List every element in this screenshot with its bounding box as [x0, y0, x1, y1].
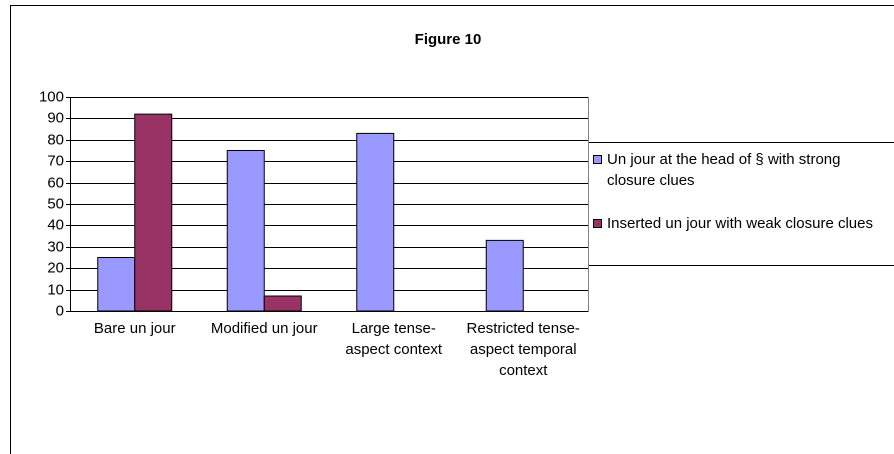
x-tick-label: Large tense-aspect context	[345, 320, 443, 358]
y-tick-label: 80	[47, 131, 64, 148]
legend-label: Un jour at the head of § with strong clos…	[607, 151, 840, 189]
bar	[97, 257, 136, 312]
legend-label: Inserted un jour with weak closure clues	[607, 215, 873, 232]
bar	[134, 113, 173, 312]
legend-box	[588, 142, 894, 266]
legend-swatch	[593, 219, 602, 228]
y-tick-label: 40	[47, 216, 64, 233]
y-tick-label: 70	[47, 152, 64, 169]
y-tick-label: 20	[47, 259, 64, 276]
chart-title: Figure 10	[415, 31, 482, 48]
y-tick-label: 50	[47, 195, 64, 212]
y-tick-label: 60	[47, 174, 64, 191]
y-tick-label: 0	[56, 302, 64, 319]
x-tick-label: Restricted tense-aspect temporal context	[467, 320, 580, 379]
y-tick-label: 90	[47, 109, 64, 126]
y-tick-label: 30	[47, 238, 64, 255]
y-tick-label: 100	[39, 88, 64, 105]
bar	[485, 239, 524, 312]
x-tick-label: Bare un jour	[94, 320, 176, 337]
legend-swatch	[593, 155, 602, 164]
bar	[356, 132, 395, 312]
x-tick-label: Modified un jour	[211, 320, 318, 337]
y-tick-label: 10	[47, 281, 64, 298]
bar	[226, 150, 265, 312]
bar	[263, 295, 302, 312]
